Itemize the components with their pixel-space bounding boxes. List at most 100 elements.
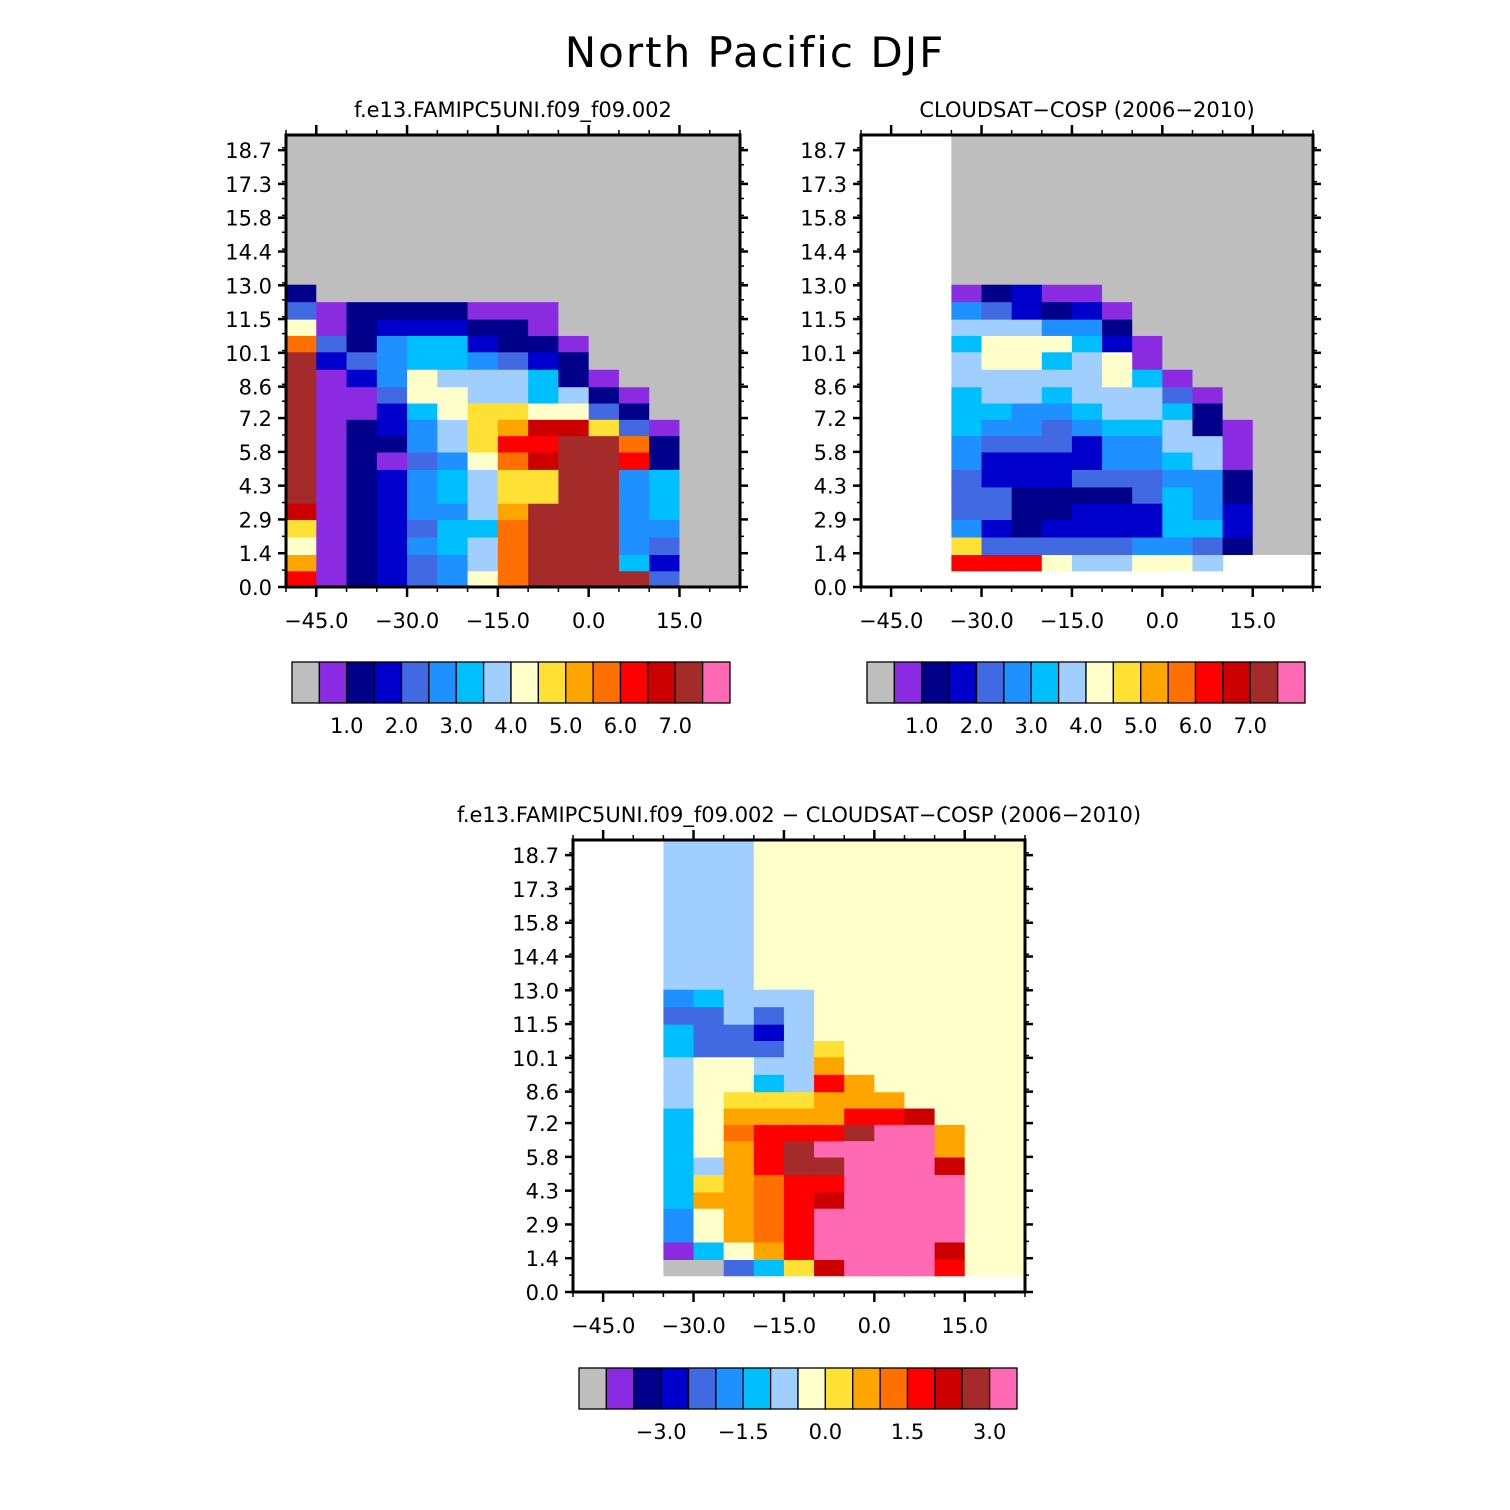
heatmap-cell: [497, 301, 529, 320]
heatmap-cell: [649, 319, 681, 336]
heatmap-cell: [994, 1091, 1026, 1109]
heatmap-cell: [1162, 503, 1194, 521]
heatmap-cell: [934, 1006, 966, 1025]
heatmap-cell: [844, 1174, 875, 1193]
heatmap-cell: [407, 284, 438, 303]
heatmap-cell: [376, 519, 408, 538]
y-tick-label: 4.3: [239, 475, 272, 499]
heatmap-cell: [316, 319, 348, 336]
heatmap-cell: [1162, 419, 1194, 437]
heatmap-cell: [964, 1091, 996, 1109]
heatmap-cell: [874, 989, 906, 1008]
heatmap-cell: [558, 284, 590, 303]
y-tick-label: 11.5: [800, 308, 847, 332]
heatmap-cell: [497, 135, 529, 285]
heatmap-cell: [904, 1091, 936, 1109]
colorbar-label: 3.0: [440, 714, 473, 738]
colorbar-box: [428, 661, 457, 704]
y-tick-label: 5.8: [814, 441, 847, 465]
heatmap-cell: [783, 1024, 815, 1041]
heatmap-cell: [679, 319, 711, 336]
heatmap-cell: [1102, 386, 1133, 404]
heatmap-cell: [497, 419, 529, 437]
heatmap-cell: [558, 486, 590, 504]
heatmap-cell: [844, 1241, 875, 1260]
heatmap-cell: [904, 1074, 936, 1093]
heatmap-cell: [497, 335, 529, 353]
y-tick-label: 14.4: [225, 240, 272, 264]
heatmap-cell: [649, 351, 681, 370]
heatmap-cell: [1011, 536, 1043, 555]
heatmap-cell: [528, 319, 559, 336]
colorbar-box: [1057, 661, 1087, 704]
heatmap-cell: [588, 469, 620, 488]
heatmap-cell: [1162, 369, 1194, 388]
colorbar-label: −1.5: [718, 1420, 769, 1444]
heatmap-cell: [904, 1040, 936, 1058]
heatmap-cell: [753, 1024, 785, 1041]
heatmap-cell: [981, 351, 1013, 370]
heatmap-panel-3: f.e13.FAMIPC5UNI.f09_f09.002 − CLOUDSAT−…: [457, 803, 1141, 1338]
heatmap-cell: [1071, 554, 1103, 572]
heatmap-cell: [286, 402, 317, 420]
colorbar-box: [510, 661, 540, 704]
heatmap-cell: [951, 435, 983, 453]
heatmap-cell: [844, 1091, 875, 1109]
heatmap-cell: [467, 519, 499, 538]
heatmap-cell: [286, 319, 317, 336]
heatmap-cell: [528, 435, 559, 453]
heatmap-cell: [649, 135, 681, 285]
heatmap-cell: [1252, 486, 1284, 504]
heatmap-cell: [663, 1241, 695, 1260]
heatmap-cell: [649, 536, 681, 555]
y-tick-label: 1.4: [239, 542, 272, 566]
heatmap-cell: [1132, 402, 1163, 420]
heatmap-cell: [951, 319, 983, 336]
heatmap-cell: [934, 1107, 966, 1125]
colorbar-label: 2.0: [960, 714, 993, 738]
heatmap-cell: [753, 1091, 785, 1109]
heatmap-cell: [1222, 435, 1254, 453]
heatmap-cell: [376, 369, 408, 388]
heatmap-cell: [528, 135, 559, 285]
heatmap-cell: [1011, 369, 1043, 388]
heatmap-cell: [588, 369, 620, 388]
heatmap-cell: [709, 284, 741, 303]
heatmap-cell: [1192, 435, 1224, 453]
heatmap-cell: [1252, 386, 1284, 404]
heatmap-cell: [286, 301, 317, 320]
heatmap-cell: [497, 469, 529, 488]
heatmap-cell: [497, 519, 529, 538]
heatmap-cell: [723, 1107, 755, 1125]
heatmap-cell: [1011, 301, 1043, 320]
heatmap-cell: [437, 419, 469, 437]
heatmap-cell: [1071, 351, 1103, 370]
heatmap-cell: [1041, 284, 1073, 303]
heatmap-cell: [528, 570, 559, 588]
heatmap-cell: [981, 503, 1013, 521]
heatmap-cell: [1192, 469, 1224, 488]
heatmap-cell: [286, 419, 317, 437]
heatmap-cell: [1222, 319, 1254, 336]
colorbar-label: 5.0: [1124, 714, 1157, 738]
colorbar-box: [592, 661, 622, 704]
heatmap-cell: [994, 1056, 1026, 1075]
heatmap-cell: [1132, 335, 1163, 353]
heatmap-cell: [814, 1056, 845, 1075]
heatmap-cell: [407, 369, 438, 388]
heatmap-cell: [558, 451, 590, 470]
heatmap-cell: [994, 1224, 1026, 1243]
heatmap-cell: [376, 351, 408, 370]
heatmap-cell: [346, 351, 378, 370]
heatmap-cell: [1102, 284, 1133, 303]
colorbar-box: [318, 661, 348, 704]
heatmap-cell: [904, 1208, 936, 1226]
heatmap-cell: [407, 451, 438, 470]
heatmap-cell: [467, 135, 499, 285]
heatmap-cell: [497, 386, 529, 404]
heatmap-cell: [663, 840, 695, 990]
heatmap-cell: [1192, 419, 1224, 437]
heatmap-cell: [783, 1006, 815, 1025]
heatmap-cell: [1222, 335, 1254, 353]
heatmap-cell: [618, 319, 650, 336]
